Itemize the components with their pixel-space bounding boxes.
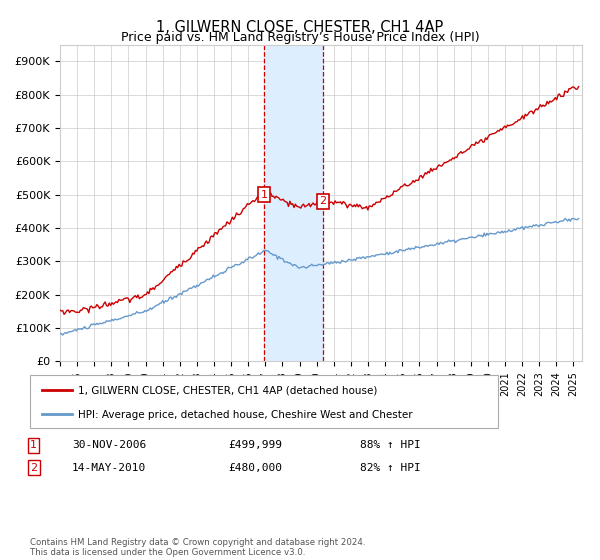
Text: 30-NOV-2006: 30-NOV-2006: [72, 440, 146, 450]
Text: £480,000: £480,000: [228, 463, 282, 473]
Text: 1: 1: [260, 190, 268, 200]
Text: 82% ↑ HPI: 82% ↑ HPI: [360, 463, 421, 473]
Text: 88% ↑ HPI: 88% ↑ HPI: [360, 440, 421, 450]
Text: 2: 2: [319, 197, 326, 206]
Text: Contains HM Land Registry data © Crown copyright and database right 2024.
This d: Contains HM Land Registry data © Crown c…: [30, 538, 365, 557]
Text: 1: 1: [30, 440, 37, 450]
Bar: [264, 45, 323, 361]
Text: 1, GILWERN CLOSE, CHESTER, CH1 4AP: 1, GILWERN CLOSE, CHESTER, CH1 4AP: [157, 20, 443, 35]
Text: 2: 2: [30, 463, 37, 473]
Text: Price paid vs. HM Land Registry’s House Price Index (HPI): Price paid vs. HM Land Registry’s House …: [121, 31, 479, 44]
Text: 14-MAY-2010: 14-MAY-2010: [72, 463, 146, 473]
Text: HPI: Average price, detached house, Cheshire West and Chester: HPI: Average price, detached house, Ches…: [78, 410, 413, 420]
Text: 1, GILWERN CLOSE, CHESTER, CH1 4AP (detached house): 1, GILWERN CLOSE, CHESTER, CH1 4AP (deta…: [78, 386, 377, 396]
Text: £499,999: £499,999: [228, 440, 282, 450]
